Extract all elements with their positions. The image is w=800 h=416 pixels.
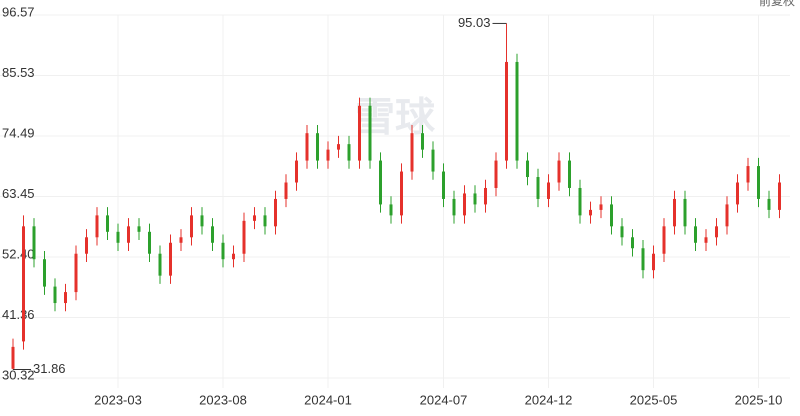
body xyxy=(652,253,655,271)
body xyxy=(725,204,729,227)
y-tick-label: 52.40 xyxy=(2,246,35,261)
body xyxy=(32,226,36,260)
body xyxy=(557,160,561,183)
body xyxy=(253,215,256,221)
x-tick-label: 2024-01 xyxy=(304,392,352,407)
body xyxy=(232,253,235,260)
body xyxy=(274,198,277,227)
body xyxy=(599,204,603,210)
body xyxy=(263,215,267,227)
body xyxy=(778,182,781,210)
y-tick-label: 41.36 xyxy=(2,307,35,322)
body xyxy=(620,226,624,238)
body xyxy=(379,160,382,205)
body xyxy=(242,220,246,254)
body xyxy=(43,259,46,287)
body xyxy=(137,226,141,232)
body xyxy=(442,171,445,199)
y-tick-label: 96.57 xyxy=(2,4,35,19)
body xyxy=(337,144,340,150)
body xyxy=(578,187,582,216)
body xyxy=(673,198,676,227)
body xyxy=(515,61,519,161)
body xyxy=(295,160,298,183)
body xyxy=(694,226,697,243)
y-tick-label: 63.45 xyxy=(2,186,35,201)
body xyxy=(536,177,540,199)
x-tick-label: 2024-07 xyxy=(420,392,468,407)
body xyxy=(526,160,529,178)
body xyxy=(200,215,204,227)
watermark: 雪球 xyxy=(355,96,436,140)
body xyxy=(305,133,309,161)
body xyxy=(53,286,57,304)
body xyxy=(190,215,193,238)
x-tick-label: 2025-10 xyxy=(735,392,783,407)
body xyxy=(610,204,613,227)
body xyxy=(662,226,666,254)
body xyxy=(494,160,498,188)
body xyxy=(85,237,88,254)
body xyxy=(316,133,319,161)
body xyxy=(221,242,225,260)
body xyxy=(284,182,288,199)
body xyxy=(179,237,183,243)
body xyxy=(757,166,760,199)
body xyxy=(568,160,571,188)
body xyxy=(746,166,750,183)
body xyxy=(148,231,151,254)
body xyxy=(211,226,214,243)
body xyxy=(421,133,424,150)
body xyxy=(589,209,592,216)
max-label: 95.03 xyxy=(458,15,491,30)
body xyxy=(400,171,403,216)
body xyxy=(431,149,435,172)
x-tick-label: 2023-08 xyxy=(199,392,247,407)
body xyxy=(683,198,687,227)
body xyxy=(484,187,487,205)
body xyxy=(11,346,15,369)
adjust-label[interactable]: 前复权 xyxy=(759,0,795,8)
body xyxy=(505,61,508,161)
x-tick-label: 2024-12 xyxy=(525,392,573,407)
body xyxy=(74,253,78,293)
body xyxy=(116,231,120,243)
body xyxy=(547,182,550,199)
body xyxy=(452,198,456,216)
y-tick-label: 74.49 xyxy=(2,125,35,140)
body xyxy=(767,198,771,210)
body xyxy=(95,215,99,238)
min-label: 31.86 xyxy=(33,361,66,376)
body xyxy=(715,226,718,238)
body xyxy=(22,226,25,342)
body xyxy=(347,144,351,161)
y-tick-label: 30.32 xyxy=(2,367,35,382)
body xyxy=(106,215,109,232)
body xyxy=(410,133,414,172)
body xyxy=(389,204,393,216)
body xyxy=(169,242,172,276)
body xyxy=(326,149,330,161)
body xyxy=(704,237,708,243)
y-tick-label: 85.53 xyxy=(2,65,35,80)
body xyxy=(631,237,634,249)
body xyxy=(736,182,739,205)
x-tick-label: 2025-05 xyxy=(630,392,678,407)
x-tick-label: 2023-03 xyxy=(94,392,142,407)
body xyxy=(473,193,477,205)
body xyxy=(127,226,130,243)
body xyxy=(358,105,361,161)
body xyxy=(641,248,645,271)
body xyxy=(463,193,466,216)
body xyxy=(64,292,67,304)
body xyxy=(158,253,162,276)
body xyxy=(368,105,372,161)
